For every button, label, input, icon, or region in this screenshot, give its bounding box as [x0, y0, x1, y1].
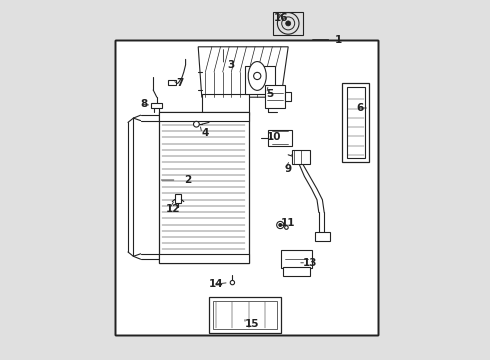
Text: 14: 14: [209, 279, 223, 289]
Bar: [209, 297, 281, 333]
Circle shape: [279, 224, 282, 226]
Bar: [346, 87, 365, 158]
Bar: [245, 66, 275, 94]
Text: 6: 6: [357, 103, 364, 113]
Ellipse shape: [248, 62, 266, 90]
Circle shape: [277, 221, 284, 229]
Bar: [213, 301, 277, 329]
Bar: [159, 254, 248, 263]
Bar: [269, 130, 292, 146]
Circle shape: [282, 17, 294, 30]
Circle shape: [286, 21, 291, 26]
Bar: [159, 112, 248, 121]
Text: 16: 16: [274, 13, 288, 23]
Text: 8: 8: [141, 99, 148, 109]
Bar: [151, 103, 162, 108]
Bar: [175, 194, 181, 203]
Circle shape: [277, 13, 299, 34]
Bar: [281, 250, 312, 268]
Text: 12: 12: [166, 204, 180, 214]
Bar: [315, 232, 330, 241]
Bar: [342, 83, 369, 162]
Text: 4: 4: [202, 128, 209, 138]
Text: 1: 1: [335, 35, 342, 45]
Circle shape: [194, 121, 199, 127]
Bar: [116, 40, 378, 335]
Bar: [168, 80, 175, 85]
Text: 7: 7: [176, 78, 184, 88]
Text: 2: 2: [184, 175, 191, 185]
Text: 15: 15: [245, 319, 259, 329]
Circle shape: [230, 280, 235, 285]
Bar: [283, 267, 310, 276]
Polygon shape: [198, 47, 288, 97]
Text: 3: 3: [227, 60, 234, 70]
Bar: [265, 85, 285, 108]
Circle shape: [254, 72, 261, 80]
Text: 13: 13: [302, 258, 317, 268]
Bar: [285, 91, 291, 101]
Circle shape: [285, 226, 288, 229]
Bar: [273, 12, 303, 35]
Text: 10: 10: [267, 132, 281, 142]
Text: 11: 11: [281, 218, 295, 228]
Bar: [116, 40, 378, 335]
Bar: [116, 40, 378, 335]
Text: 5: 5: [267, 89, 274, 99]
Bar: [159, 112, 248, 263]
Bar: [202, 94, 249, 115]
Bar: [292, 150, 310, 164]
Text: 9: 9: [285, 164, 292, 174]
